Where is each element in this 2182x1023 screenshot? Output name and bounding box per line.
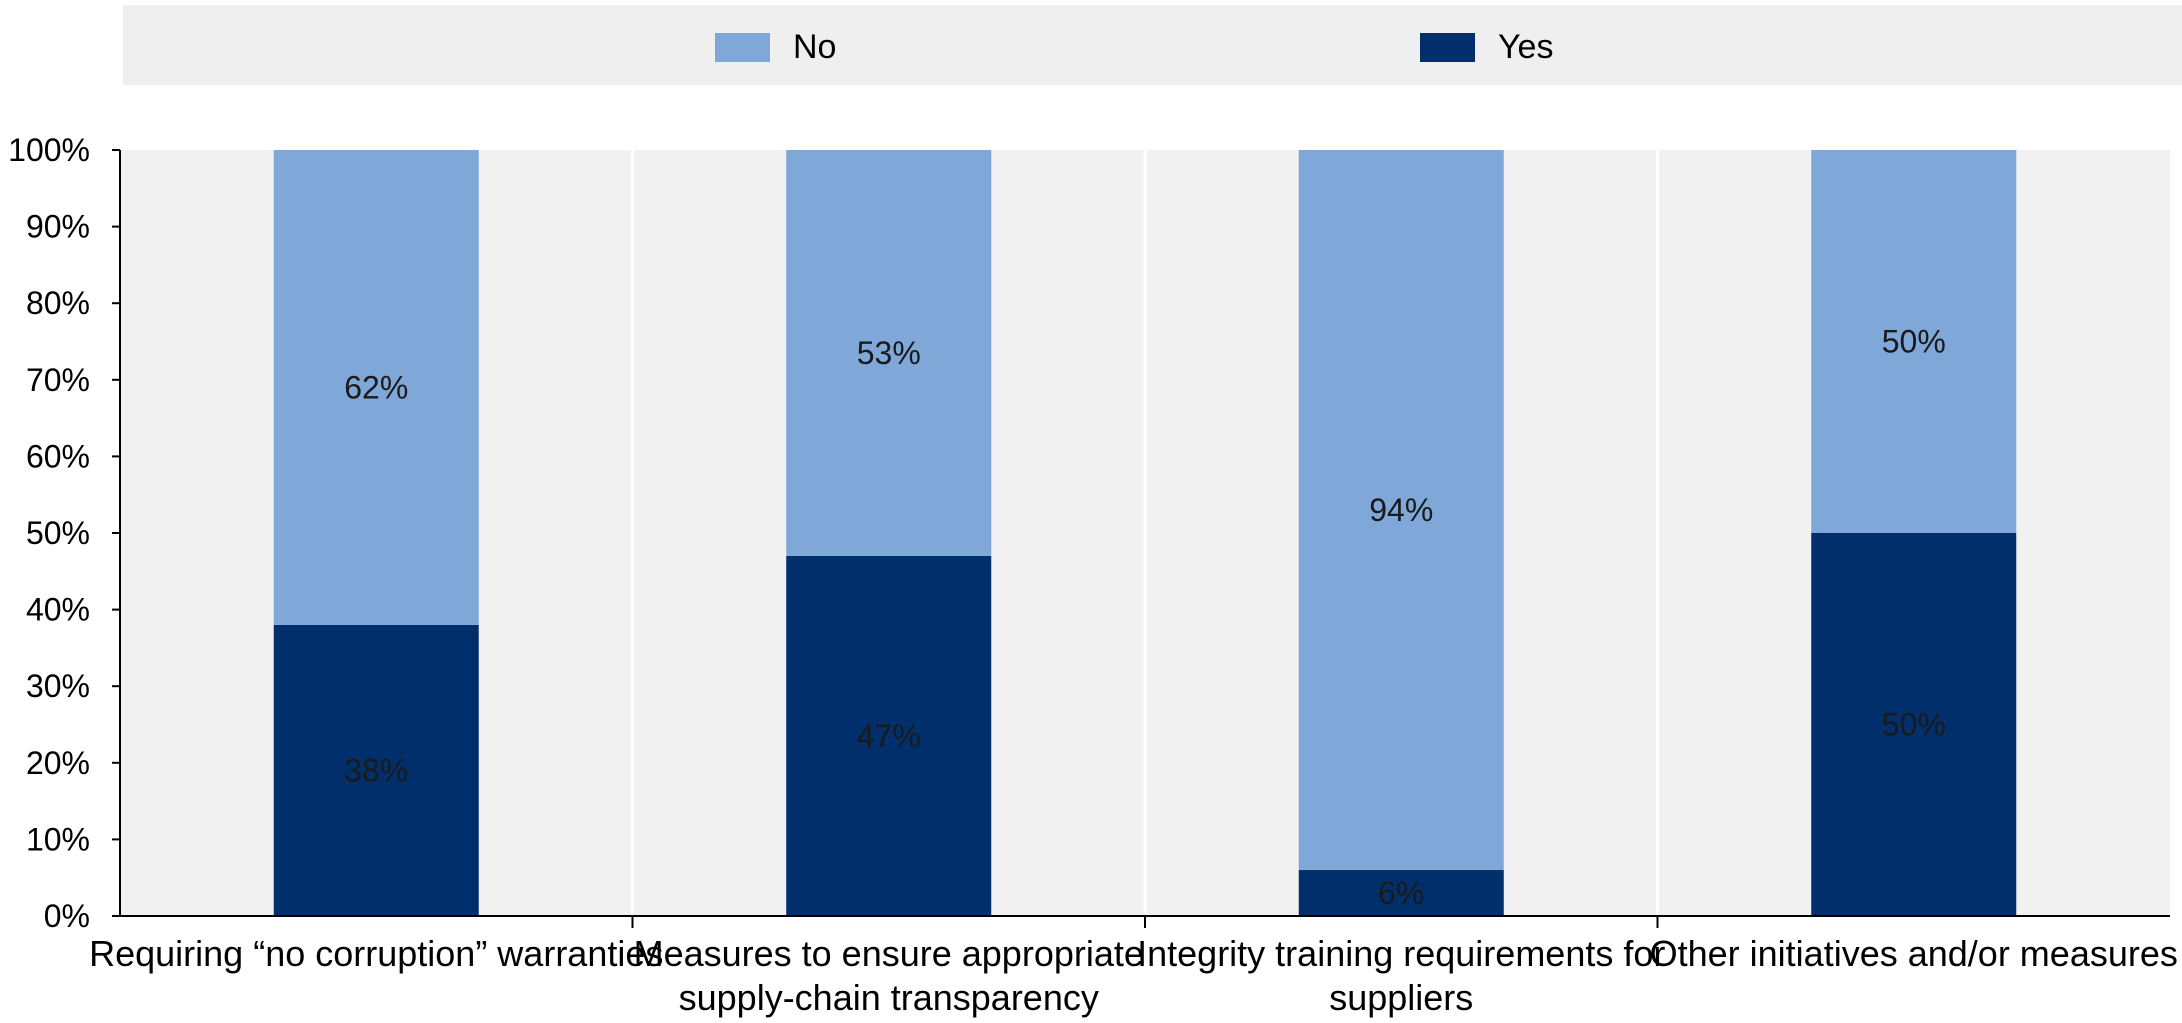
y-tick-label: 80% <box>26 285 90 321</box>
x-category-label: Requiring “no corruption” warranties <box>89 933 663 974</box>
x-category-label: Integrity training requirements for <box>1137 933 1665 974</box>
bar-yes-4 <box>1811 533 2017 916</box>
bar-no-1 <box>273 150 479 625</box>
x-category-label: suppliers <box>1329 977 1473 1018</box>
data-label-yes-1: 38% <box>344 752 408 788</box>
x-category-label: Other initiatives and/or measures <box>1650 933 2178 974</box>
data-label-no-3: 94% <box>1369 492 1433 528</box>
bar-no-4 <box>1811 150 2017 533</box>
bar-no-2 <box>786 150 992 556</box>
data-label-no-4: 50% <box>1882 324 1946 360</box>
y-tick-label: 30% <box>26 668 90 704</box>
y-tick-label: 0% <box>44 898 90 934</box>
y-tick-label: 50% <box>26 515 90 551</box>
y-axis-ticks: 0% 10% 20% 30% 40% 50% 60% 70% 80% 90% 100% <box>8 132 90 934</box>
bar-no-3 <box>1298 150 1504 871</box>
data-label-yes-3: 6% <box>1378 875 1424 911</box>
y-tick-label: 60% <box>26 438 90 474</box>
data-label-no-2: 53% <box>857 335 921 371</box>
y-tick-label: 20% <box>26 745 90 781</box>
y-tick-label: 70% <box>26 362 90 398</box>
x-category-label: supply-chain transparency <box>679 977 1099 1018</box>
y-tick-label: 10% <box>26 821 90 857</box>
bars: 38% 62% 47% 53% 6% 94% 50% 50% <box>273 150 2017 916</box>
data-label-yes-4: 50% <box>1882 707 1946 743</box>
x-axis-labels: Requiring “no corruption” warrantiesMeas… <box>89 933 2178 1018</box>
grid <box>631 150 1659 916</box>
legend-background <box>123 5 2182 85</box>
y-tick-label: 40% <box>26 592 90 628</box>
legend-label-no: No <box>793 28 836 66</box>
legend: No Yes <box>715 28 1553 66</box>
bar-yes-2 <box>786 555 992 916</box>
bar-yes-3 <box>1298 870 1504 916</box>
bar-yes-1 <box>273 624 479 916</box>
data-label-no-1: 62% <box>344 369 408 405</box>
legend-swatch-yes <box>1420 33 1475 62</box>
data-label-yes-2: 47% <box>857 718 921 754</box>
y-tick-label: 100% <box>8 132 90 168</box>
legend-label-yes: Yes <box>1498 28 1553 66</box>
legend-swatch-no <box>715 33 770 62</box>
x-category-label: Measures to ensure appropriate <box>634 933 1144 974</box>
axes <box>112 149 2170 928</box>
y-tick-label: 90% <box>26 209 90 245</box>
